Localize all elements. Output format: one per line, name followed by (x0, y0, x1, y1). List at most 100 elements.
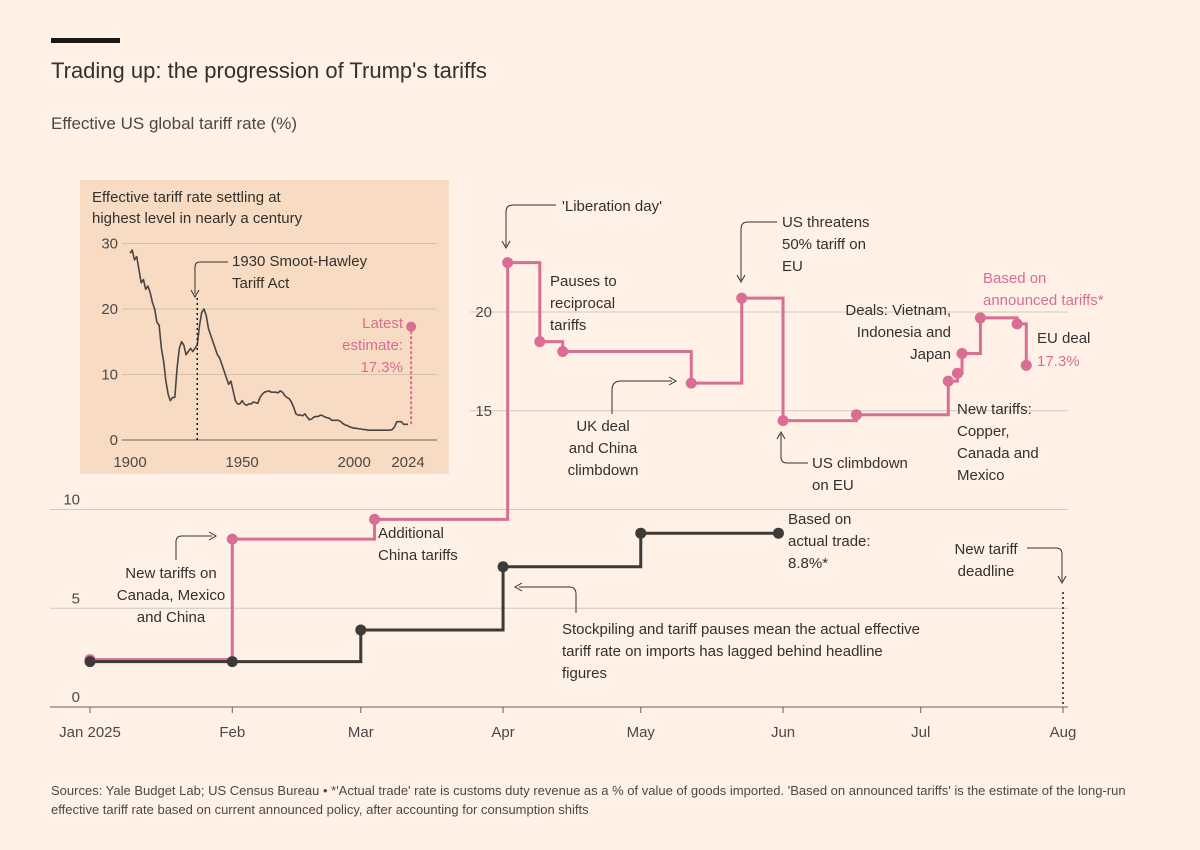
latest-estimate-label: estimate: (342, 337, 403, 354)
actual-point (355, 624, 367, 636)
actual-trade-label: Based on (788, 511, 851, 528)
announced-series-line (90, 261, 1028, 662)
y-tick-label: 15 (475, 403, 492, 420)
actual-point (84, 656, 96, 668)
actual-trade-label: 8.8%* (788, 555, 828, 572)
arrow-icon (1057, 575, 1067, 585)
us-threatens-label: US threatens (782, 214, 870, 231)
announced-point (1011, 318, 1023, 330)
smoot-hawley-label: Tariff Act (232, 275, 290, 292)
us-threatens-label: EU (782, 258, 803, 275)
y-tick-label: 5 (72, 590, 80, 607)
annotation-connector (740, 221, 777, 280)
new-tariffs-july-label: Canada and (957, 445, 1039, 462)
actual-series-line (90, 531, 779, 664)
inset-panel (80, 180, 449, 474)
latest-estimate-label: Latest (362, 315, 404, 332)
new-tariffs-july-label: Copper, (957, 423, 1010, 440)
inset-y-tick-label: 30 (101, 236, 118, 253)
y-tick-label: 10 (63, 492, 80, 509)
pauses-label: Pauses to (550, 273, 617, 290)
announced-label: Based on (983, 270, 1046, 287)
liberation-day-label: 'Liberation day' (562, 198, 662, 215)
deadline-label: deadline (958, 563, 1015, 580)
announced-point (736, 292, 748, 304)
annotation-connector (611, 380, 672, 414)
stockpiling-label: Stockpiling and tariff pauses mean the a… (562, 621, 920, 638)
x-tick-label: Jun (771, 724, 795, 741)
page-title: Trading up: the progression of Trump's t… (51, 58, 487, 83)
actual-point (772, 527, 784, 539)
x-tick-label: Aug (1050, 724, 1077, 741)
announced-point (974, 312, 986, 324)
x-tick-label: Feb (219, 724, 245, 741)
announced-label: announced tariffs* (983, 292, 1104, 309)
smoot-hawley-label: 1930 Smoot-Hawley (232, 253, 368, 270)
inset-y-tick-label: 0 (110, 432, 118, 449)
annotation-connector (519, 586, 577, 613)
inset-series-line (129, 249, 408, 431)
china-tariffs-label: Additional (378, 525, 444, 542)
arrow-icon (776, 430, 786, 440)
eu-deal-value: 17.3% (1037, 353, 1080, 370)
arrow-icon (513, 582, 523, 592)
actual-point (226, 656, 238, 668)
inset-y-tick-label: 20 (101, 301, 118, 318)
uk-deal-label: climbdown (568, 462, 639, 479)
annotation-connector (505, 204, 556, 246)
announced-point (557, 346, 569, 357)
new-tariffs-jan-label: New tariffs on (125, 565, 216, 582)
china-tariffs-label: China tariffs (378, 547, 458, 564)
announced-point (777, 415, 789, 427)
uk-deal-label: and China (569, 440, 638, 457)
stockpiling-label: figures (562, 665, 607, 682)
announced-point (956, 347, 968, 359)
us-climbdown-label: on EU (812, 477, 854, 494)
eu-deal-label: EU deal (1037, 330, 1090, 347)
new-tariffs-july-label: Mexico (957, 467, 1005, 484)
inset-x-tick-label: 2000 (338, 454, 371, 471)
deadline-label: New tariff (954, 541, 1018, 558)
announced-point (850, 409, 862, 421)
deals-label: Deals: Vietnam, (845, 302, 951, 319)
inset-x-tick-label: 1900 (113, 454, 146, 471)
annotation-connector (780, 434, 808, 464)
inset-x-tick-label: 2024 (391, 454, 424, 471)
announced-point (369, 513, 381, 525)
new-tariffs-july-label: New tariffs: (957, 401, 1032, 418)
arrow-icon (208, 531, 218, 541)
announced-point (502, 257, 514, 269)
inset-x-tick-label: 1950 (225, 454, 258, 471)
title-rule (51, 38, 120, 43)
latest-estimate-label: 17.3% (360, 359, 403, 376)
latest-estimate-marker (406, 321, 417, 332)
x-tick-label: May (627, 724, 656, 741)
us-climbdown-label: US climbdown (812, 455, 908, 472)
pauses-label: reciprocal (550, 295, 615, 312)
x-tick-label: Jan 2025 (59, 724, 121, 741)
actual-point (497, 561, 509, 573)
y-tick-label: 20 (475, 304, 492, 321)
announced-point (1020, 359, 1032, 371)
deals-label: Indonesia and (857, 324, 951, 341)
actual-point (635, 527, 647, 539)
arrow-icon (190, 289, 200, 299)
deals-label: Japan (910, 346, 951, 363)
new-tariffs-jan-label: Canada, Mexico (117, 587, 225, 604)
new-tariffs-jan-label: and China (137, 609, 206, 626)
x-tick-label: Mar (348, 724, 374, 741)
announced-point (951, 367, 963, 379)
announced-point (534, 336, 546, 348)
inset-y-tick-label: 10 (101, 367, 118, 384)
source-note: Sources: Yale Budget Lab; US Census Bure… (51, 783, 1126, 817)
actual-trade-label: actual trade: (788, 533, 871, 550)
annotation-connector (194, 261, 228, 294)
arrow-icon (668, 376, 678, 386)
announced-point (685, 377, 697, 389)
annotation-connector (1027, 547, 1063, 581)
uk-deal-label: UK deal (576, 418, 629, 435)
arrow-icon (501, 240, 511, 250)
annotation-connector (175, 535, 212, 560)
y-tick-label: 0 (72, 689, 80, 706)
announced-point (942, 375, 954, 387)
